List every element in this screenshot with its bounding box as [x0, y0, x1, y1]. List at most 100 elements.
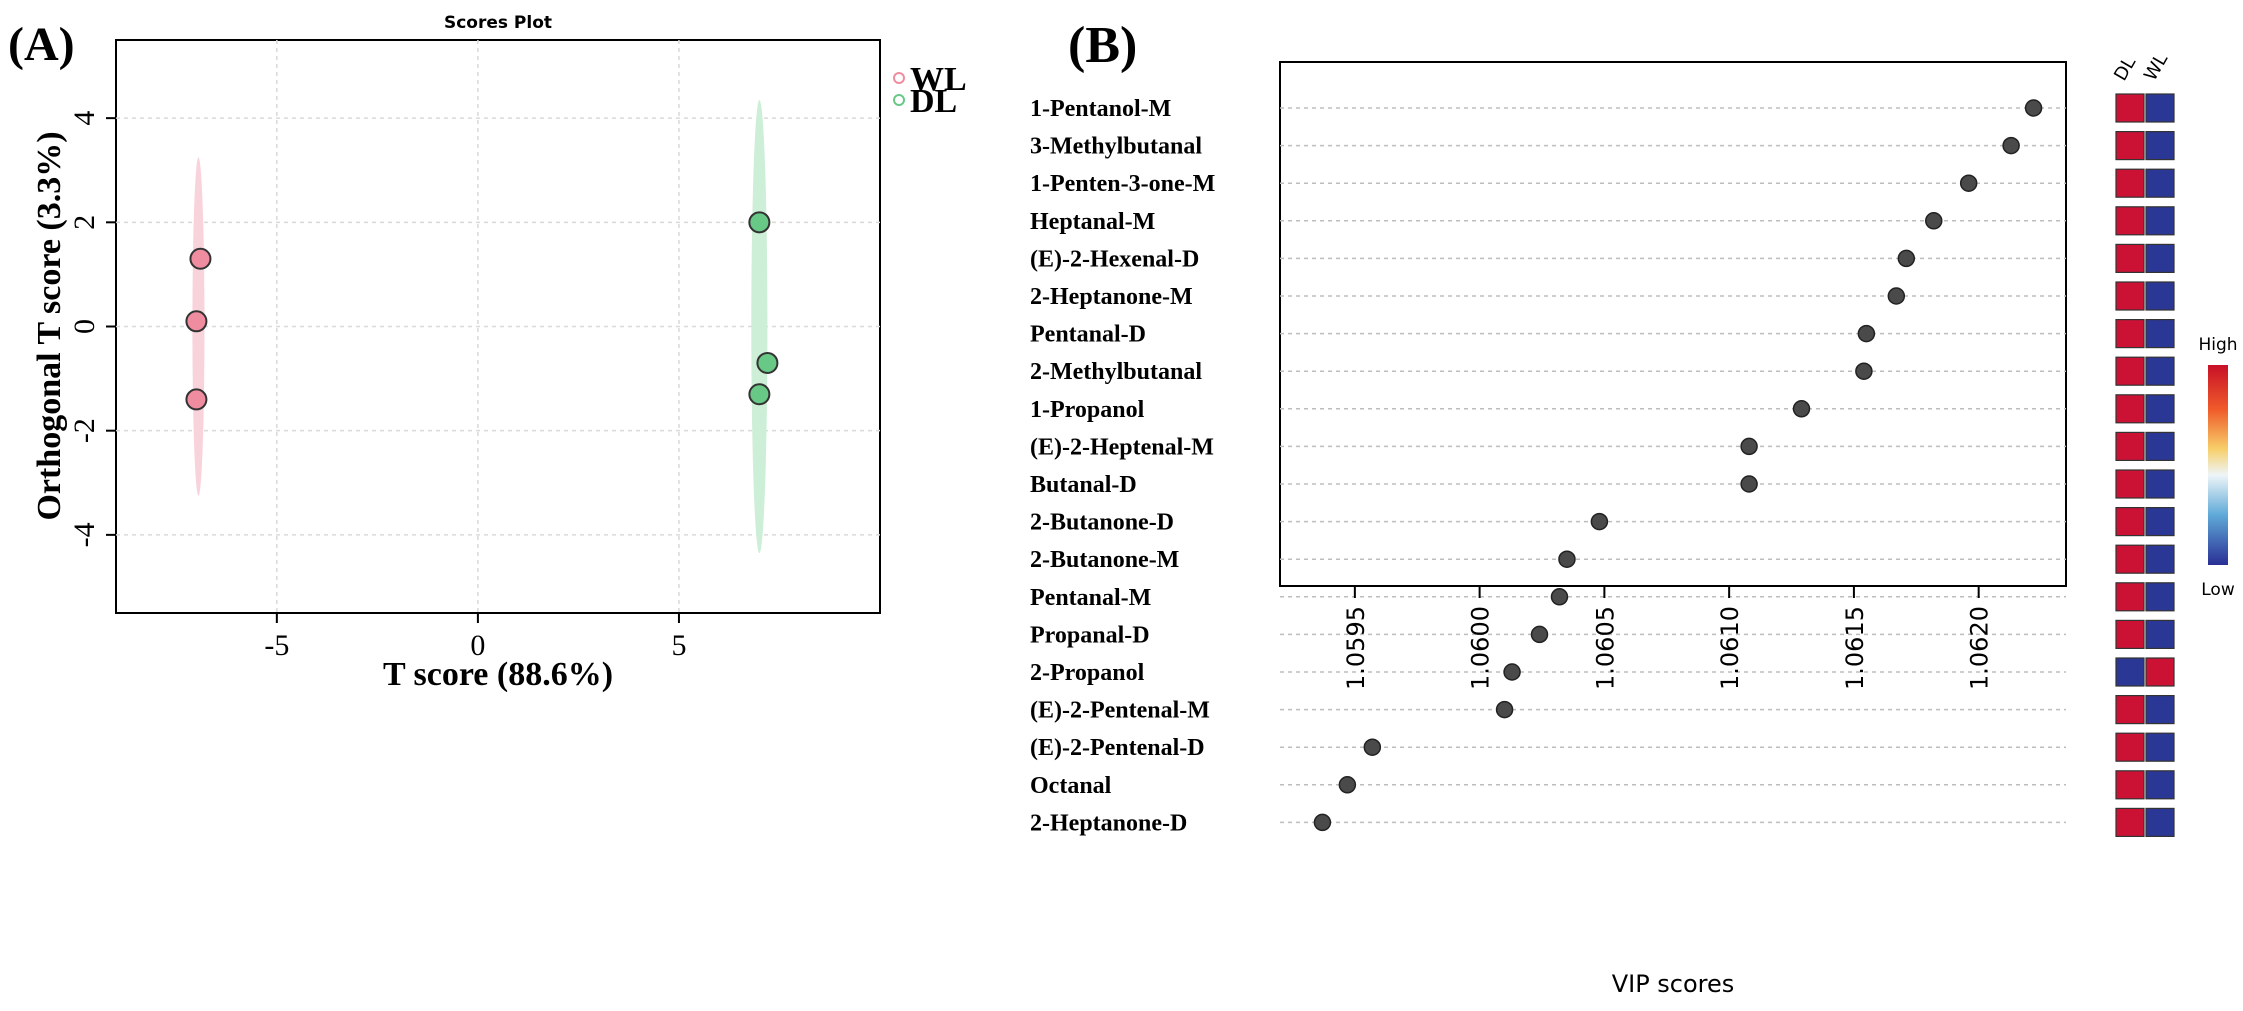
vip-point: [1740, 475, 1758, 493]
y-tick-label: 2: [68, 215, 101, 230]
heatmap-cell: [2145, 319, 2175, 349]
score-point-wl: [189, 247, 212, 270]
y-axis-ticks: -4 -2 0 2 4: [68, 111, 116, 547]
x-tick-label: 1.0605: [1591, 606, 1619, 690]
vip-point: [1558, 550, 1576, 568]
colorbar-legend: High Low: [2198, 335, 2237, 600]
vip-point: [1313, 813, 1332, 832]
heatmap-cell: [2145, 657, 2175, 687]
feature-label: (E)-2-Pentenal-M: [1030, 698, 1210, 724]
heatmap-cell: [2145, 131, 2175, 161]
heatmap-column-label: DL: [2110, 53, 2140, 84]
colorbar-high-label: High: [2198, 335, 2237, 355]
heatmap-cell: [2145, 770, 2175, 800]
heatmap-cell: [2115, 168, 2145, 198]
heatmap-cell: [2115, 356, 2145, 386]
x-tick-label: 5: [671, 629, 686, 662]
heatmap-cell: [2115, 206, 2145, 236]
heatmap-cell: [2145, 168, 2175, 198]
x-axis-ticks: -5 0 5: [264, 613, 686, 662]
vip-point: [1959, 174, 1978, 192]
x-tick-label: 1.0600: [1467, 606, 1495, 690]
legend-label-dl: DL: [910, 83, 957, 120]
confidence-ellipse-dl: [751, 99, 768, 554]
legend-marker-dl: [893, 94, 905, 106]
heatmap-cell: [2115, 770, 2145, 800]
feature-label: (E)-2-Hexenal-D: [1030, 246, 1199, 272]
vip-point: [1530, 625, 1549, 644]
x-axis-title: T score (88.6%): [383, 656, 613, 693]
feature-label: 2-Butanone-M: [1030, 547, 1179, 573]
colorbar: [2208, 365, 2228, 565]
x-tick-label: 1.0615: [1841, 606, 1869, 690]
vip-point: [1590, 512, 1609, 531]
vip-point: [1887, 287, 1906, 305]
vip-point: [1495, 700, 1514, 719]
heatmap-cell: [2145, 619, 2175, 650]
feature-label: 2-Heptanone-M: [1030, 284, 1193, 310]
heatmap-cell: [2115, 807, 2145, 838]
x-tick-label: -5: [264, 629, 289, 662]
vip-scores-panel: (B) 1-Pentanol-M 3-Methylbutanal 1-Penten-…: [1030, 17, 2238, 998]
heatmap-cell: [2145, 281, 2175, 311]
feature-label: Propanal-D: [1030, 622, 1150, 648]
score-point-wl: [185, 310, 208, 333]
score-point-wl: [185, 388, 208, 411]
vip-point: [1855, 362, 1873, 380]
plot-frame: [1279, 61, 2067, 587]
heatmap-cell: [2145, 469, 2175, 499]
heatmap-cell: [2115, 93, 2145, 123]
vip-point: [1550, 588, 1569, 606]
panel-a-label: (A): [8, 18, 75, 71]
y-tick-label: 4: [68, 111, 101, 126]
feature-label: (E)-2-Heptenal-M: [1030, 434, 1214, 460]
x-tick-label: 0: [470, 629, 485, 662]
heatmap-cell: [2145, 807, 2175, 838]
heatmap-cell: [2115, 544, 2145, 574]
x-tick-label: 1.0610: [1716, 606, 1744, 690]
heatmap-cell: [2145, 582, 2175, 612]
vip-point: [1740, 437, 1758, 456]
vip-point: [1925, 212, 1943, 230]
feature-label: 2-Heptanone-D: [1030, 810, 1187, 836]
heatmap-cell: [2145, 694, 2175, 725]
y-tick-label: 0: [68, 319, 101, 334]
heatmap-cell: [2115, 319, 2145, 349]
heatmap-cell: [2115, 694, 2145, 725]
vip-point: [1338, 776, 1357, 794]
x-tick-label: 1.0620: [1966, 606, 1994, 690]
heatmap-cell: [2145, 431, 2175, 461]
y-axis-title: Orthogonal T score (3.3%): [31, 131, 68, 520]
heatmap-cell: [2145, 93, 2175, 123]
heatmap-cell: [2145, 507, 2175, 537]
feature-label: 3-Methylbutanal: [1030, 134, 1202, 160]
scores-plot-panel: (A) Scores Plot -5 0 5 -4 -2 0 2 4 T score (88…: [8, 13, 967, 693]
vip-point: [1857, 324, 1876, 343]
vip-point: [1363, 738, 1382, 756]
heatmap-column-label: WL: [2140, 50, 2172, 85]
vip-point: [2002, 136, 2020, 155]
feature-label: 2-Propanol: [1030, 660, 1145, 686]
heatmap-cell: [2115, 469, 2145, 499]
feature-label: 1-Propanol: [1030, 397, 1145, 423]
legend-label-wl: WL: [910, 61, 967, 98]
feature-label: Octanal: [1030, 773, 1112, 799]
heatmap-cell: [2145, 394, 2175, 424]
heatmap-cell: [2115, 394, 2145, 424]
feature-label: Pentanal-D: [1030, 322, 1146, 348]
heatmap-cell: [2145, 732, 2175, 762]
vip-point: [1792, 400, 1811, 418]
x-axis-ticks: 1.0595 1.0600 1.0605 1.0610 1.0615 1.0620: [1342, 586, 1994, 690]
y-tick-label: -2: [68, 418, 101, 443]
heatmap-cell: [2145, 544, 2175, 574]
feature-label: 1-Penten-3-one-M: [1030, 171, 1215, 197]
x-axis-title: VIP scores: [1612, 970, 1735, 998]
feature-rows: 1-Pentanol-M 3-Methylbutanal 1-Penten-3-on…: [1030, 96, 2066, 836]
heatmap-cell: [2115, 619, 2145, 650]
vip-point: [1503, 663, 1521, 681]
colorbar-low-label: Low: [2201, 580, 2235, 600]
feature-label: 1-Pentanol-M: [1030, 96, 1171, 122]
heatmap-cell: [2145, 243, 2175, 273]
